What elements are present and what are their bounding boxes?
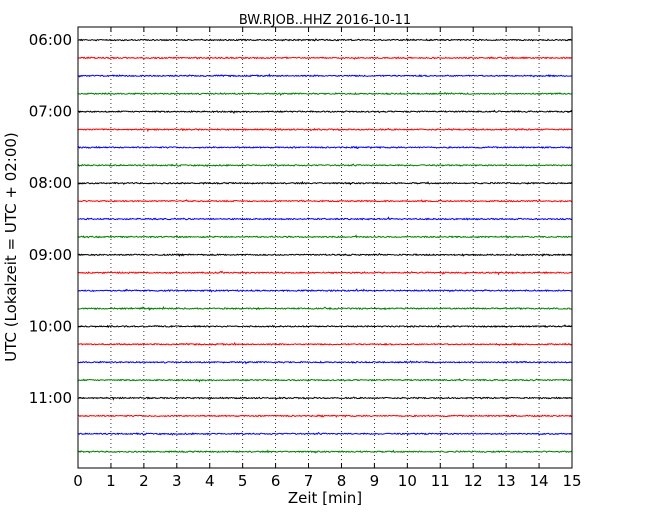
x-gridlines bbox=[110, 27, 540, 468]
plot-frame bbox=[77, 26, 573, 469]
trace bbox=[77, 270, 573, 276]
trace bbox=[77, 360, 573, 365]
x-tick-label: 2 bbox=[139, 472, 149, 490]
chart-title: BW.RJOB..HHZ 2016-10-11 bbox=[239, 13, 411, 28]
trace bbox=[77, 91, 573, 97]
y-tick-label: 11:00 bbox=[29, 389, 72, 407]
trace bbox=[77, 127, 573, 133]
x-tick-label: 5 bbox=[238, 472, 248, 490]
x-tick-label: 11 bbox=[431, 472, 450, 490]
y-tick-label: 07:00 bbox=[29, 103, 72, 121]
trace bbox=[77, 180, 573, 186]
trace bbox=[77, 306, 573, 312]
x-tick-label: 12 bbox=[464, 472, 483, 490]
trace bbox=[77, 73, 573, 78]
x-tick-label: 13 bbox=[497, 472, 516, 490]
x-tick-label: 10 bbox=[398, 472, 417, 490]
y-axis: 06:00 07:00 08:00 09:00 10:00 11:00 bbox=[29, 31, 572, 407]
trace bbox=[77, 396, 573, 401]
y-tick-label: 09:00 bbox=[29, 246, 72, 264]
y-tick-label: 08:00 bbox=[29, 174, 72, 192]
trace bbox=[77, 288, 573, 293]
trace bbox=[77, 198, 573, 203]
trace bbox=[77, 163, 573, 168]
trace bbox=[77, 234, 573, 239]
trace bbox=[77, 431, 573, 436]
x-tick-label: 9 bbox=[370, 472, 380, 490]
x-axis-label: Zeit [min] bbox=[288, 489, 362, 507]
x-axis: 0 1 2 3 4 5 6 7 8 9 10 11 12 13 14 15 bbox=[73, 27, 582, 490]
x-tick-label: 1 bbox=[106, 472, 116, 490]
y-axis-label: UTC (Lokalzeit = UTC + 02:00) bbox=[2, 132, 20, 362]
y-tick-label: 10:00 bbox=[29, 317, 72, 335]
trace bbox=[77, 145, 573, 150]
x-tick-label: 0 bbox=[73, 472, 83, 490]
y-tick-label: 06:00 bbox=[29, 31, 72, 49]
x-tick-label: 4 bbox=[205, 472, 215, 490]
trace bbox=[77, 378, 573, 383]
x-tick-label: 14 bbox=[530, 472, 549, 490]
trace bbox=[77, 252, 573, 258]
trace bbox=[77, 449, 573, 454]
x-tick-label: 8 bbox=[337, 472, 347, 490]
x-tick-label: 15 bbox=[562, 472, 581, 490]
trace bbox=[77, 109, 573, 115]
x-tick-label: 6 bbox=[271, 472, 281, 490]
traces bbox=[77, 37, 573, 454]
trace bbox=[77, 56, 573, 60]
trace bbox=[78, 414, 573, 418]
trace bbox=[77, 324, 573, 329]
trace bbox=[77, 216, 573, 221]
trace bbox=[77, 341, 573, 347]
x-tick-label: 7 bbox=[304, 472, 314, 490]
trace bbox=[77, 37, 573, 42]
x-tick-label: 3 bbox=[172, 472, 182, 490]
